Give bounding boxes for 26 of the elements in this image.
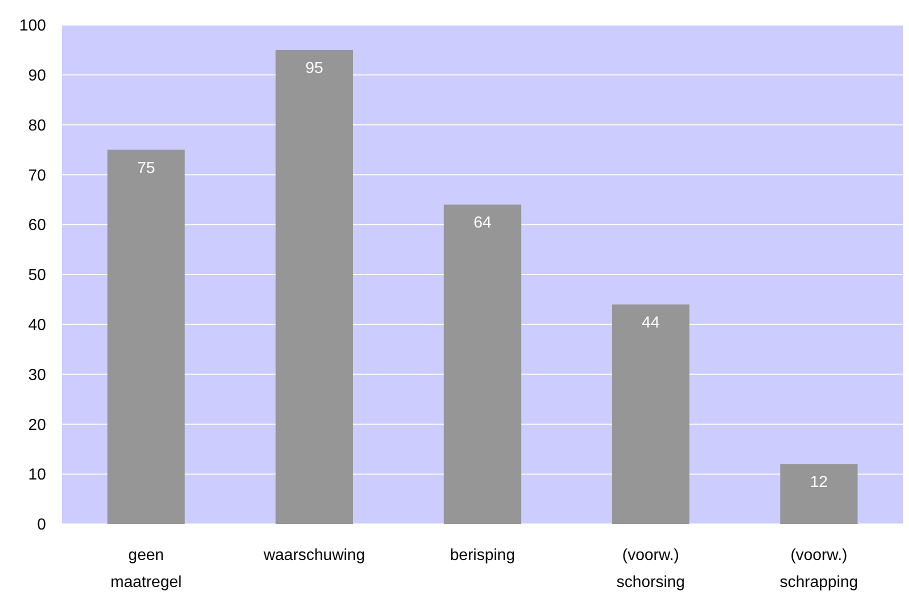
data-label: 95 — [305, 60, 324, 77]
y-tick-label: 100 — [19, 18, 46, 35]
data-label: 64 — [474, 214, 492, 232]
data-label: 75 — [137, 160, 156, 177]
y-tick-label: 80 — [28, 117, 46, 134]
x-tick-label: berisping — [450, 547, 515, 564]
y-tick-label: 20 — [28, 416, 46, 434]
bar — [612, 304, 690, 524]
y-tick-label: 30 — [28, 366, 46, 384]
y-tick-label: 70 — [28, 167, 46, 184]
y-tick-label: 0 — [37, 516, 46, 534]
y-tick-label: 60 — [28, 217, 46, 234]
bar — [276, 50, 353, 524]
y-tick-label: 50 — [28, 267, 46, 284]
bar — [107, 150, 185, 524]
x-tick-label: waarschuwing — [262, 547, 365, 564]
data-label: 12 — [810, 474, 828, 492]
data-label: 44 — [642, 314, 660, 332]
y-tick-label: 90 — [28, 68, 46, 84]
x-tick-label: geen maatregel — [110, 547, 182, 591]
x-tick-label: (voorw.) schrapping — [780, 547, 858, 591]
y-tick-label: 10 — [28, 466, 46, 484]
bar — [780, 464, 858, 524]
bar — [444, 204, 522, 524]
x-tick-label: (voorw.) schorsing — [616, 547, 685, 591]
y-tick-label: 40 — [28, 317, 46, 334]
